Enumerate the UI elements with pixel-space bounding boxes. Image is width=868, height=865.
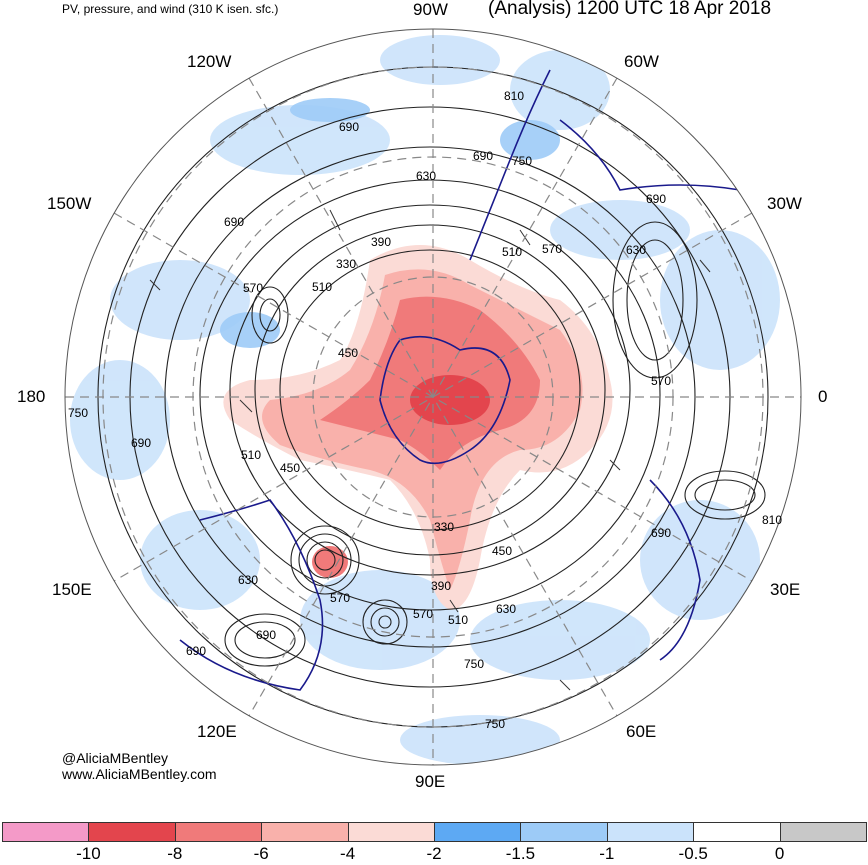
contour-label: 450 — [338, 346, 358, 360]
contour-label: 510 — [312, 280, 332, 294]
lon-label-60e: 60E — [626, 722, 657, 741]
contour-label: 630 — [238, 573, 258, 587]
contour-label: 570 — [243, 281, 263, 295]
lon-label-150w: 150W — [47, 194, 92, 213]
contour-label: 750 — [512, 154, 532, 168]
pv-shading-red — [223, 245, 613, 610]
contour-label: 570 — [413, 607, 433, 621]
contour-label: 450 — [492, 544, 512, 558]
contour-label: 630 — [626, 243, 646, 257]
contour-label: 330 — [434, 520, 454, 534]
contour-label: 510 — [448, 613, 468, 627]
colorbar-swatch — [88, 822, 176, 842]
contour-label: 690 — [339, 120, 359, 134]
lon-label-30w: 30W — [767, 194, 802, 213]
colorbar-tick-label: -1 — [599, 844, 615, 863]
contour-label: 690 — [224, 215, 244, 229]
credit-website: www.AliciaMBentley.com — [62, 766, 217, 782]
contour-label: 810 — [504, 89, 524, 103]
colorbar-tick-label: -10 — [76, 844, 101, 863]
contour-label: 690 — [651, 526, 671, 540]
contour-label: 690 — [131, 436, 151, 450]
graticule — [65, 29, 801, 765]
lon-label-120e: 120E — [197, 722, 237, 741]
map-boundary — [64, 28, 802, 766]
contour-label: 570 — [651, 374, 671, 388]
contour-label: 570 — [542, 242, 562, 256]
contour-label: 390 — [431, 579, 451, 593]
lon-label-90e: 90E — [415, 772, 446, 791]
map-subtitle: PV, pressure, and wind (310 K isen. sfc.… — [62, 2, 279, 16]
colorbar-swatch — [693, 822, 781, 842]
colorbar-swatch — [174, 822, 263, 842]
contour-label: 570 — [330, 591, 350, 605]
contour-label: 750 — [464, 657, 484, 671]
contour-label: 750 — [68, 406, 88, 420]
colorbar-tick-label: 0 — [774, 844, 785, 863]
contour-label: 690 — [186, 644, 206, 658]
wind-barbs — [149, 209, 711, 691]
coastline — [179, 69, 741, 691]
contour-labels: 810 690 630 750 690 690 390 330 510 570 630 570 510 4… — [68, 89, 782, 731]
colorbar-swatch — [2, 822, 90, 842]
colorbar-tick-label: -4 — [340, 844, 356, 863]
lon-label-0: 0 — [818, 387, 828, 406]
lon-label-180: 180 — [17, 387, 46, 406]
colorbar-swatch — [520, 822, 608, 842]
contour-label: 510 — [502, 245, 522, 259]
colorbar-tick-label: -6 — [253, 844, 269, 863]
pv-shading-blue — [70, 35, 780, 765]
map-title: (Analysis) 1200 UTC 18 Apr 2018 — [488, 0, 772, 19]
contour-label: 810 — [762, 513, 782, 527]
lon-label-120w: 120W — [187, 52, 232, 71]
contour-label: 390 — [371, 235, 391, 249]
contour-label: 750 — [485, 717, 505, 731]
lon-label-30e: 30E — [770, 580, 801, 599]
colorbar-swatch — [261, 822, 349, 842]
lon-label-150e: 150E — [52, 580, 92, 599]
colorbar-tick-label: -8 — [167, 844, 183, 863]
contour-label: 450 — [280, 461, 300, 475]
colorbar-swatch — [347, 822, 435, 842]
colorbar-tick-label: -1.5 — [505, 844, 536, 863]
lon-label-60w: 60W — [624, 52, 659, 71]
contour-label: 690 — [646, 192, 666, 206]
colorbar-tick-label: -2 — [426, 844, 442, 863]
colorbar-swatch — [606, 822, 695, 842]
colorbar-tick-label: -0.5 — [678, 844, 708, 863]
contour-label: 510 — [241, 448, 261, 462]
colorbar-swatch — [434, 822, 522, 842]
contour-label: 630 — [416, 169, 436, 183]
lon-label-90w: 90W — [413, 0, 448, 19]
credit-handle: @AliciaMBentley — [62, 750, 169, 766]
contour-label: 330 — [336, 257, 356, 271]
contour-label: 630 — [496, 602, 516, 616]
contour-label: 690 — [256, 628, 276, 642]
contour-label: 690 — [473, 149, 493, 163]
colorbar-swatch — [779, 822, 867, 842]
